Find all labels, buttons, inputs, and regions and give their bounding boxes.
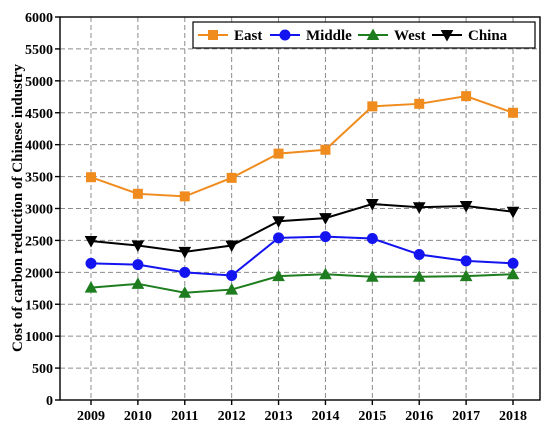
data-point-west xyxy=(272,269,285,282)
legend-marker-middle xyxy=(279,29,291,41)
y-tick-label: 0 xyxy=(46,394,53,409)
data-point-middle xyxy=(413,248,425,260)
data-point-china xyxy=(178,246,192,259)
x-tick-label: 2013 xyxy=(265,409,293,424)
series-layer xyxy=(84,91,520,298)
legend-marker-china xyxy=(440,30,454,42)
data-point-east xyxy=(461,91,472,102)
y-tick-label: 3500 xyxy=(25,171,53,186)
data-point-china xyxy=(412,202,426,214)
data-point-east xyxy=(320,144,331,155)
y-tick-label: 4000 xyxy=(25,139,53,154)
data-point-middle xyxy=(273,232,285,244)
data-point-west xyxy=(178,286,192,298)
data-point-east xyxy=(86,172,96,183)
data-point-china xyxy=(84,236,98,248)
y-tick-label: 2500 xyxy=(25,234,53,249)
x-tick-label: 2009 xyxy=(77,409,105,424)
y-tick-label: 1500 xyxy=(25,298,53,313)
data-point-west xyxy=(225,283,239,295)
data-point-west xyxy=(365,270,379,282)
legend-label-west: West xyxy=(394,28,426,44)
series-line-china xyxy=(90,203,514,253)
data-point-west xyxy=(319,267,332,280)
y-tick-label: 3000 xyxy=(25,203,53,218)
legend-item-middle: Middle xyxy=(270,28,352,44)
data-point-middle xyxy=(319,231,331,243)
legend-marker-west xyxy=(366,28,380,40)
y-axis: 0 500 1000 1500 2000 2500 3000 3500 4000 4500 5000… xyxy=(25,11,60,409)
x-tick-label: 2011 xyxy=(171,409,198,424)
data-point-east xyxy=(508,107,518,118)
data-point-middle xyxy=(132,259,144,271)
y-tick-label: 5500 xyxy=(25,43,53,58)
x-tick-label: 2015 xyxy=(358,409,386,424)
legend: East Middle West China xyxy=(192,21,536,49)
y-tick-label: 500 xyxy=(32,362,53,377)
legend-marker-east xyxy=(208,30,218,40)
data-point-middle xyxy=(507,257,519,269)
y-tick-label: 4500 xyxy=(25,107,53,122)
data-point-east xyxy=(132,188,143,199)
series-west xyxy=(84,267,520,298)
data-point-east xyxy=(226,172,237,183)
x-tick-label: 2010 xyxy=(124,409,152,424)
y-tick-label: 1000 xyxy=(25,330,53,345)
legend-item-west: West xyxy=(358,28,426,44)
series-middle xyxy=(85,231,519,282)
data-point-middle xyxy=(179,266,191,278)
data-point-china xyxy=(131,240,145,253)
y-axis-title: Cost of carbon reduction of Chinese indu… xyxy=(10,63,26,352)
data-point-china xyxy=(459,200,473,213)
data-point-west xyxy=(84,281,98,293)
x-tick-label: 2014 xyxy=(311,409,339,424)
x-tick-label: 2018 xyxy=(499,409,527,424)
data-point-china xyxy=(365,199,379,211)
y-tick-label: 5000 xyxy=(25,75,53,90)
x-tick-label: 2017 xyxy=(452,409,480,424)
x-tick-label: 2016 xyxy=(405,409,433,424)
data-point-china xyxy=(319,213,332,225)
data-point-west xyxy=(459,269,473,282)
data-point-middle xyxy=(85,257,97,269)
data-point-west xyxy=(506,267,520,280)
data-point-east xyxy=(414,98,425,109)
legend-item-east: East xyxy=(198,28,262,44)
data-point-middle xyxy=(226,270,238,282)
y-tick-label: 6000 xyxy=(25,11,53,26)
data-point-middle xyxy=(366,233,378,245)
data-point-east xyxy=(367,101,378,112)
series-line-middle xyxy=(90,235,514,277)
data-point-china xyxy=(506,206,520,219)
data-point-west xyxy=(131,277,145,289)
legend-label-china: China xyxy=(468,28,508,44)
x-tick-label: 2012 xyxy=(218,409,246,424)
gridlines xyxy=(60,17,540,400)
data-point-middle xyxy=(460,255,472,267)
legend-label-east: East xyxy=(234,28,262,44)
y-tick-label: 2000 xyxy=(25,266,53,281)
series-china xyxy=(84,199,520,259)
data-point-east xyxy=(273,148,284,159)
legend-label-middle: Middle xyxy=(306,28,352,44)
series-line-east xyxy=(90,95,514,198)
data-point-china xyxy=(272,216,285,228)
x-axis: 2009 2010 2011 2012 2013 2014 2015 2016 2017 2018 xyxy=(77,400,527,424)
data-point-china xyxy=(225,240,239,253)
series-line-west xyxy=(90,273,514,294)
legend-item-china: China xyxy=(432,28,508,44)
data-point-west xyxy=(412,270,426,282)
data-point-east xyxy=(179,191,190,202)
series-east xyxy=(86,91,518,202)
